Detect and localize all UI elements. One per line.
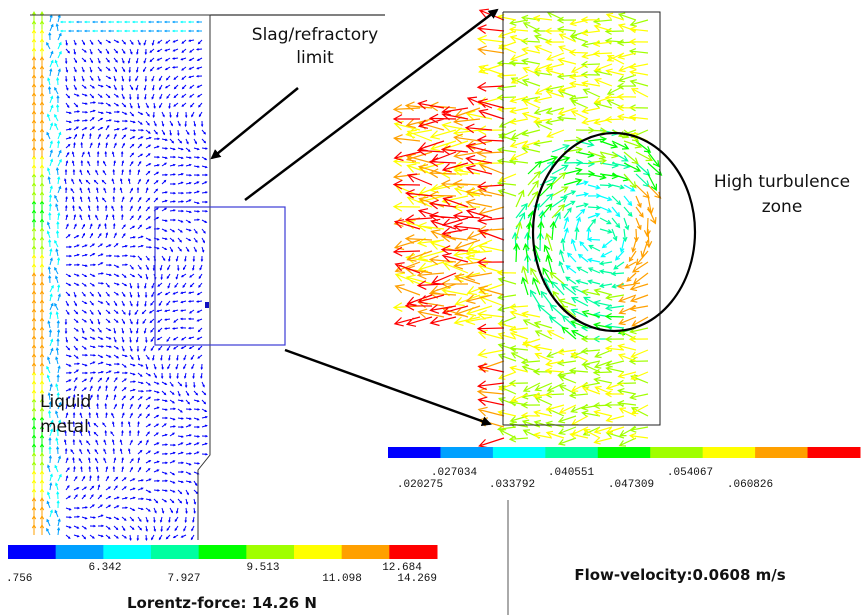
colorbar-swatch: [341, 545, 390, 559]
zoom-arrow: [244, 8, 499, 201]
vector-arrows: [392, 45, 662, 428]
colorbar-label: .020275: [397, 479, 443, 491]
colorbar-swatch: [702, 447, 756, 458]
colorbar-label: .756: [6, 573, 32, 585]
annotation: limit: [296, 48, 334, 68]
colorbar-swatch: [755, 447, 809, 458]
left-domain: [30, 14, 211, 540]
vector-arrows: [511, 129, 651, 343]
colorbar-label: .060826: [727, 479, 773, 491]
annotation: High turbulence: [714, 172, 850, 192]
vector-arrows: [31, 10, 45, 472]
vector-arrows: [46, 20, 194, 518]
right-colorbar: [388, 447, 861, 458]
colorbar-swatch: [246, 545, 295, 559]
colorbar-swatch: [294, 545, 343, 559]
vector-arrows: [496, 11, 654, 447]
colorbar-swatch: [545, 447, 599, 458]
left-colorbar: [8, 545, 438, 559]
colorbar-swatch: [492, 447, 546, 458]
zoom-arrow: [284, 348, 492, 426]
annotation: Slag/refractory: [252, 25, 378, 45]
colorbar-label: 7.927: [167, 573, 200, 585]
colorbar-swatch: [8, 545, 57, 559]
annotation: metal: [40, 417, 89, 437]
right-domain: [502, 11, 661, 426]
zoom-box: [154, 206, 286, 346]
colorbar-label: 14.269: [397, 573, 437, 585]
colorbar-label: .033792: [489, 479, 535, 491]
caption: Lorentz-force: 14.26 N: [127, 594, 317, 612]
colorbar-label: 12.684: [382, 562, 422, 574]
annotation: Liquid: [40, 392, 91, 412]
colorbar-label: .027034: [431, 467, 478, 479]
colorbar-label: .047309: [608, 479, 654, 491]
annotation: zone: [762, 197, 803, 217]
colorbar-label: .054067: [667, 467, 713, 479]
colorbar-swatch: [198, 545, 247, 559]
colorbar-swatch: [807, 447, 861, 458]
right-vector-field: [392, 8, 663, 449]
colorbar-swatch: [597, 447, 651, 458]
vector-arrows: [31, 28, 45, 499]
colorbar-swatch: [650, 447, 704, 458]
pointer-arrow: [210, 87, 299, 160]
colorbar-swatch: [103, 545, 152, 559]
left-vector-field: [31, 10, 209, 542]
colorbar-label: .040551: [548, 467, 595, 479]
caption: Flow-velocity:0.0608 m/s: [574, 566, 785, 584]
turbulence-ellipse: [531, 131, 697, 333]
colorbar-swatch: [55, 545, 104, 559]
colorbar-swatch: [388, 447, 441, 458]
vector-arrows: [31, 55, 45, 535]
colorbar-label: 9.513: [246, 562, 279, 574]
vector-arrows: [513, 135, 663, 340]
vector-arrows: [46, 14, 202, 536]
colorbar-label: 11.098: [322, 573, 362, 585]
colorbar-swatch: [389, 545, 438, 559]
vector-arrows: [563, 180, 636, 274]
vector-arrows: [63, 39, 209, 542]
colorbar-label: 6.342: [88, 562, 121, 574]
colorbar-swatch: [440, 447, 494, 458]
vector-arrows: [392, 12, 649, 445]
probe: [205, 302, 209, 308]
colorbar-swatch: [151, 545, 200, 559]
